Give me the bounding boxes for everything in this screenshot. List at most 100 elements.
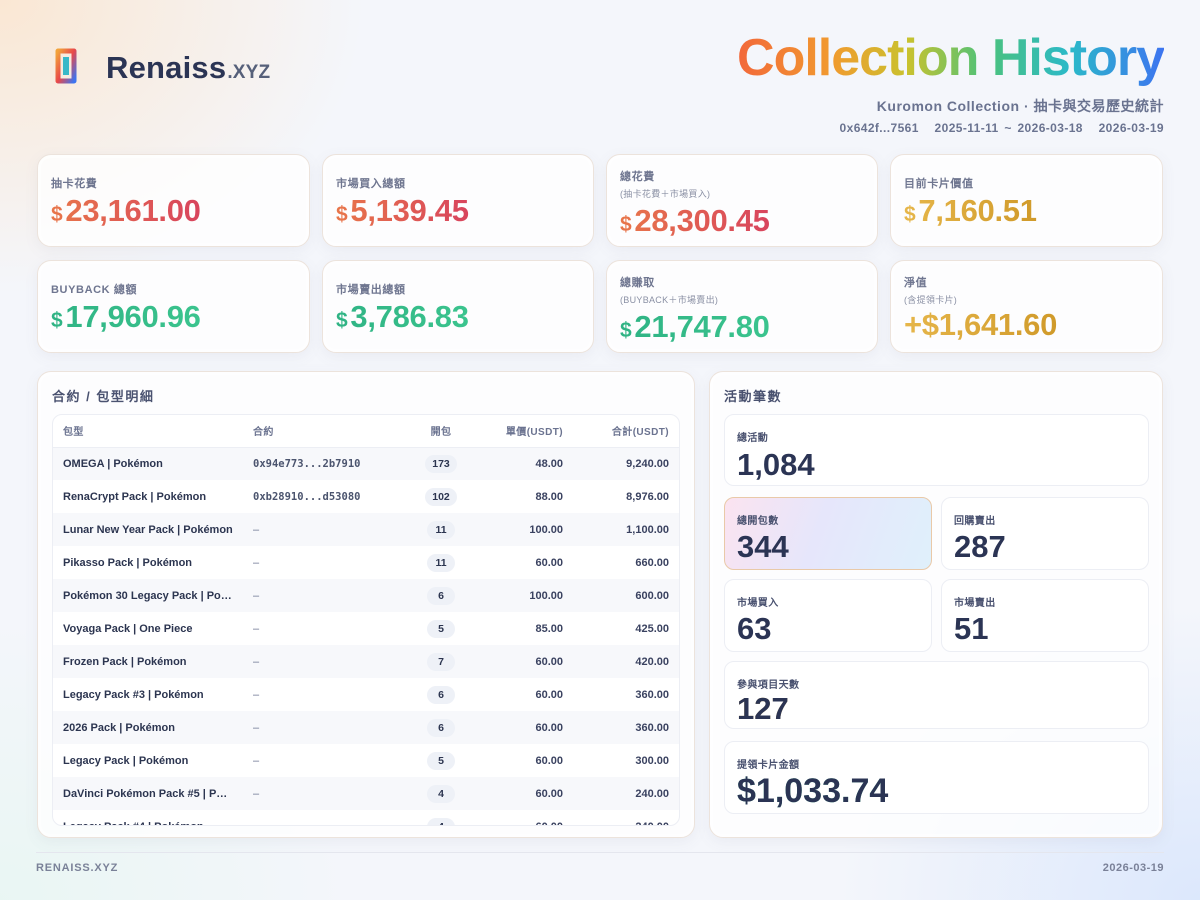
activity-value: 287 [954,529,1006,564]
activity-value: $1,033.74 [737,772,889,810]
pack-name: Frozen Pack | Pokémon [63,655,187,668]
opened-count-badge: 4 [427,784,455,803]
stat-value: $17,960.96 [51,299,201,334]
stat-value: $7,160.51 [904,193,1037,228]
table-row: DaVinci Pokémon Pack #5 | Po… – 4 60.00 240.… [53,777,679,810]
footer-brand: RENAISS.XYZ [36,862,119,874]
pack-name: Voyaga Pack | One Piece [63,622,193,635]
pack-name: Legacy Pack #4 | Pokémon [53,810,243,826]
packs-table: 包型 合約 開包 單價(USDT) 合計(USDT) OMEGA | Pokém… [53,415,679,826]
opened-count-cell: 4 [413,810,469,825]
packs-panel: 合約 / 包型明細 包型 合約 開包 單價(USDT) 合計(USDT) OME… [37,371,695,838]
stat-card-total-earned: 總賺取 (BUYBACK＋市場賣出) $21,747.80 [606,260,878,353]
pack-name: DaVinci Pokémon Pack #5 | Po… [63,787,234,800]
activity-value: 127 [737,691,789,726]
contract-address: – [253,556,260,569]
opened-count-cell: 173 [413,447,469,480]
opened-count-cell: 102 [413,480,469,513]
unit-price: 100.00 [529,523,563,536]
opened-count-badge: 102 [425,487,457,506]
activity-panel: 活動筆數 總活動 1,084 總開包數 344 回購賣出 287 市場買入 63… [709,371,1163,838]
activity-days-card: 參與項目天數 127 [724,661,1149,729]
activity-withdrawn-card: 提領卡片金額 $1,033.74 [724,741,1149,814]
stat-card-market-sell: 市場賣出總額 $3,786.83 [322,260,594,353]
total-amount: 360.00 [635,721,669,734]
date-range: 2025-11-11 ~ 2026-03-18 [934,121,1083,135]
table-row: Pokémon 30 Legacy Pack | Pok… – 6 100.00 600… [53,579,679,612]
contract-address: – [253,721,260,734]
stat-card-draw-cost: 抽卡花費 $23,161.00 [37,154,310,247]
stat-card-net-value: 淨值 (含提領卡片) +$1,641.60 [890,260,1163,353]
opened-count-cell: 6 [413,579,469,612]
column-header-price: 單價(USDT) [469,415,573,448]
contract-address: – [253,688,260,701]
unit-price: 85.00 [535,622,563,635]
activity-total-card: 總活動 1,084 [724,414,1149,486]
page-subtitle: Kuromon Collection · 抽卡與交易歷史統計 [876,98,1164,114]
opened-count-badge: 5 [427,751,455,770]
table-row: Pikasso Pack | Pokémon – 11 60.00 660.00 [53,546,679,579]
activity-buyback-card: 回購賣出 287 [941,497,1149,570]
table-row: Frozen Pack | Pokémon – 7 60.00 420.00 [53,645,679,678]
contract-address: – [253,655,260,668]
opened-count-badge: 11 [427,520,455,539]
contract-address: 0xb28910...d53080 [253,490,361,503]
pack-name: RenaCrypt Pack | Pokémon [63,490,207,503]
packs-table-scroll[interactable]: 包型 合約 開包 單價(USDT) 合計(USDT) OMEGA | Pokém… [52,414,680,826]
total-amount: 9,240.00 [626,457,669,470]
activity-market-sell-card: 市場賣出 51 [941,579,1149,652]
total-amount: 8,976.00 [626,490,669,503]
opened-count-badge: 6 [427,586,455,605]
stat-label: 市場買入總額 [336,178,406,190]
column-header-pack: 包型 [53,415,243,448]
unit-price: 88.00 [535,490,563,503]
contract-address: – [253,523,260,536]
panel-title: 合約 / 包型明細 [52,389,155,404]
total-amount: 600.00 [635,589,669,602]
stat-label: 抽卡花費 [51,178,98,190]
pack-name: Pokémon 30 Legacy Pack | Pok… [63,589,238,602]
unit-price: 60.00 [535,754,563,767]
activity-label: 回購賣出 [954,516,996,527]
column-header-total: 合計(USDT) [573,415,679,448]
column-header-contract: 合約 [243,415,413,448]
total-amount: 660.00 [635,556,669,569]
stat-value: $3,786.83 [336,299,469,334]
contract-address: – [243,810,413,826]
opened-count-cell: 4 [413,777,469,810]
stat-card-buyback: BUYBACK 總額 $17,960.96 [37,260,310,353]
stat-label: 淨值 [904,277,928,289]
activity-label: 市場賣出 [954,598,996,609]
unit-price: 60.00 [469,810,573,826]
opened-count-badge: 6 [427,685,455,704]
report-date: 2026-03-19 [1098,121,1164,135]
report-meta: 0x642f...7561 2025-11-11 ~ 2026-03-18 20… [830,121,1164,135]
unit-price: 60.00 [535,655,563,668]
activity-label: 總活動 [737,433,769,444]
table-header-row: 包型 合約 開包 單價(USDT) 合計(USDT) [53,415,679,448]
stat-value: $28,300.45 [620,203,770,238]
stat-card-market-buy: 市場買入總額 $5,139.45 [322,154,594,247]
stat-label: BUYBACK 總額 [51,284,138,296]
table-row: Legacy Pack #3 | Pokémon – 6 60.00 360.00 [53,678,679,711]
activity-value: 344 [737,529,789,564]
unit-price: 60.00 [535,787,563,800]
table-row: RenaCrypt Pack | Pokémon 0xb28910...d5308… [53,480,679,513]
pack-name: Pikasso Pack | Pokémon [63,556,193,569]
opened-count-badge: 4 [427,817,455,825]
page-title: Collection History [737,29,1165,87]
stat-value: $21,747.80 [620,309,770,344]
activity-market-buy-card: 市場買入 63 [724,579,932,652]
contract-address: – [253,622,260,635]
opened-count-cell: 7 [413,645,469,678]
table-row: Voyaga Pack | One Piece – 5 85.00 425.00 [53,612,679,645]
activity-label: 總開包數 [737,516,779,527]
pack-name: Legacy Pack #3 | Pokémon [63,688,204,701]
activity-value: 51 [954,611,989,646]
activity-opened-card: 總開包數 344 [724,497,932,570]
total-amount: 420.00 [635,655,669,668]
opened-count-badge: 173 [425,454,457,473]
stat-value: $23,161.00 [51,193,201,228]
stat-value: +$1,641.60 [904,307,1058,342]
